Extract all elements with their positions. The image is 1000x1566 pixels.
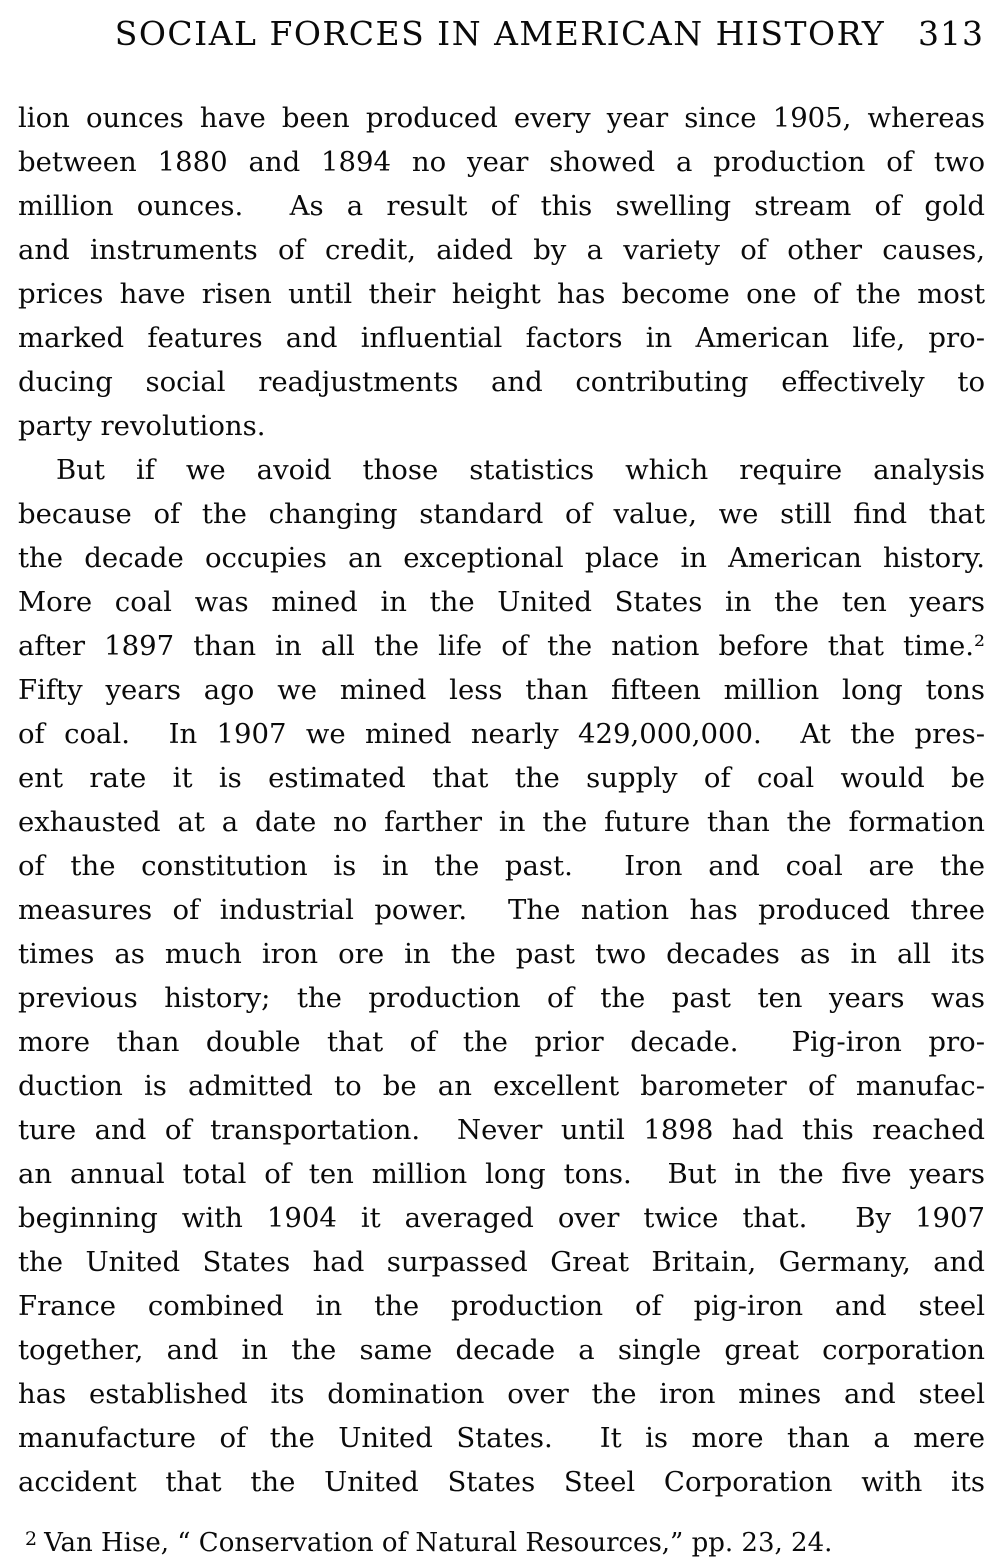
text-line: because of the changing standard of valu…	[18, 498, 985, 530]
text-line: of the constitution is in the past. Iron…	[18, 850, 985, 882]
text-line: the decade occupies an exceptional place…	[18, 542, 985, 574]
text-line: after 1897 than in all the life of the n…	[18, 630, 985, 662]
footnote-text: Van Hise, “ Conservation of Natural Reso…	[44, 1528, 833, 1558]
footnote: 2 Van Hise, “ Conservation of Natural Res…	[25, 1522, 985, 1560]
text-line: lion ounces have been produced every yea…	[18, 102, 985, 134]
paragraph: lion ounces have been produced every yea…	[18, 96, 985, 448]
text-line: exhausted at a date no farther in the fu…	[18, 806, 985, 838]
text-line: more than double that of the prior decad…	[18, 1026, 985, 1058]
text-line: duction is admitted to be an excellent b…	[18, 1070, 985, 1102]
text-line: Fifty years ago we mined less than fifte…	[18, 674, 985, 706]
text-line: More coal was mined in the United States…	[18, 586, 985, 618]
text-line: France combined in the production of pig…	[18, 1290, 985, 1322]
text-line: million ounces. As a result of this swel…	[18, 190, 985, 222]
body-text: lion ounces have been produced every yea…	[18, 96, 985, 1504]
text-line: party revolutions.	[18, 410, 266, 442]
text-line: marked features and influential factors …	[18, 322, 985, 354]
running-header: SOCIAL FORCES IN AMERICAN HISTORY 313	[0, 0, 1000, 56]
text-line: together, and in the same decade a singl…	[18, 1334, 985, 1366]
text-line: manufacture of the United States. It is …	[18, 1422, 985, 1454]
text-line: ture and of transportation. Never until …	[18, 1114, 985, 1146]
paragraph: But if we avoid those statistics which r…	[18, 448, 985, 1504]
footnote-marker: 2	[25, 1528, 38, 1550]
text-line: accident that the United States Steel Co…	[18, 1466, 985, 1498]
text-line: measures of industrial power. The nation…	[18, 894, 985, 926]
text-line: previous history; the production of the …	[18, 982, 985, 1014]
text-line: has established its domination over the …	[18, 1378, 985, 1410]
text-line: the United States had surpassed Great Br…	[18, 1246, 985, 1278]
text-line: between 1880 and 1894 no year showed a p…	[18, 146, 985, 178]
text-line: of coal. In 1907 we mined nearly 429,000…	[18, 718, 985, 750]
text-line: beginning with 1904 it averaged over twi…	[18, 1202, 985, 1234]
text-line: times as much iron ore in the past two d…	[18, 938, 985, 970]
text-line: and instruments of credit, aided by a va…	[18, 234, 985, 266]
text-line: an annual total of ten million long tons…	[18, 1158, 985, 1190]
text-line: ent rate it is estimated that the supply…	[18, 762, 985, 794]
text-line: prices have risen until their height has…	[18, 278, 985, 310]
text-line: ducing social readjustments and contribu…	[18, 366, 985, 398]
page-number: 313	[918, 14, 984, 53]
text-line: But if we avoid those statistics which r…	[56, 454, 985, 486]
page-title: SOCIAL FORCES IN AMERICAN HISTORY	[114, 14, 886, 53]
